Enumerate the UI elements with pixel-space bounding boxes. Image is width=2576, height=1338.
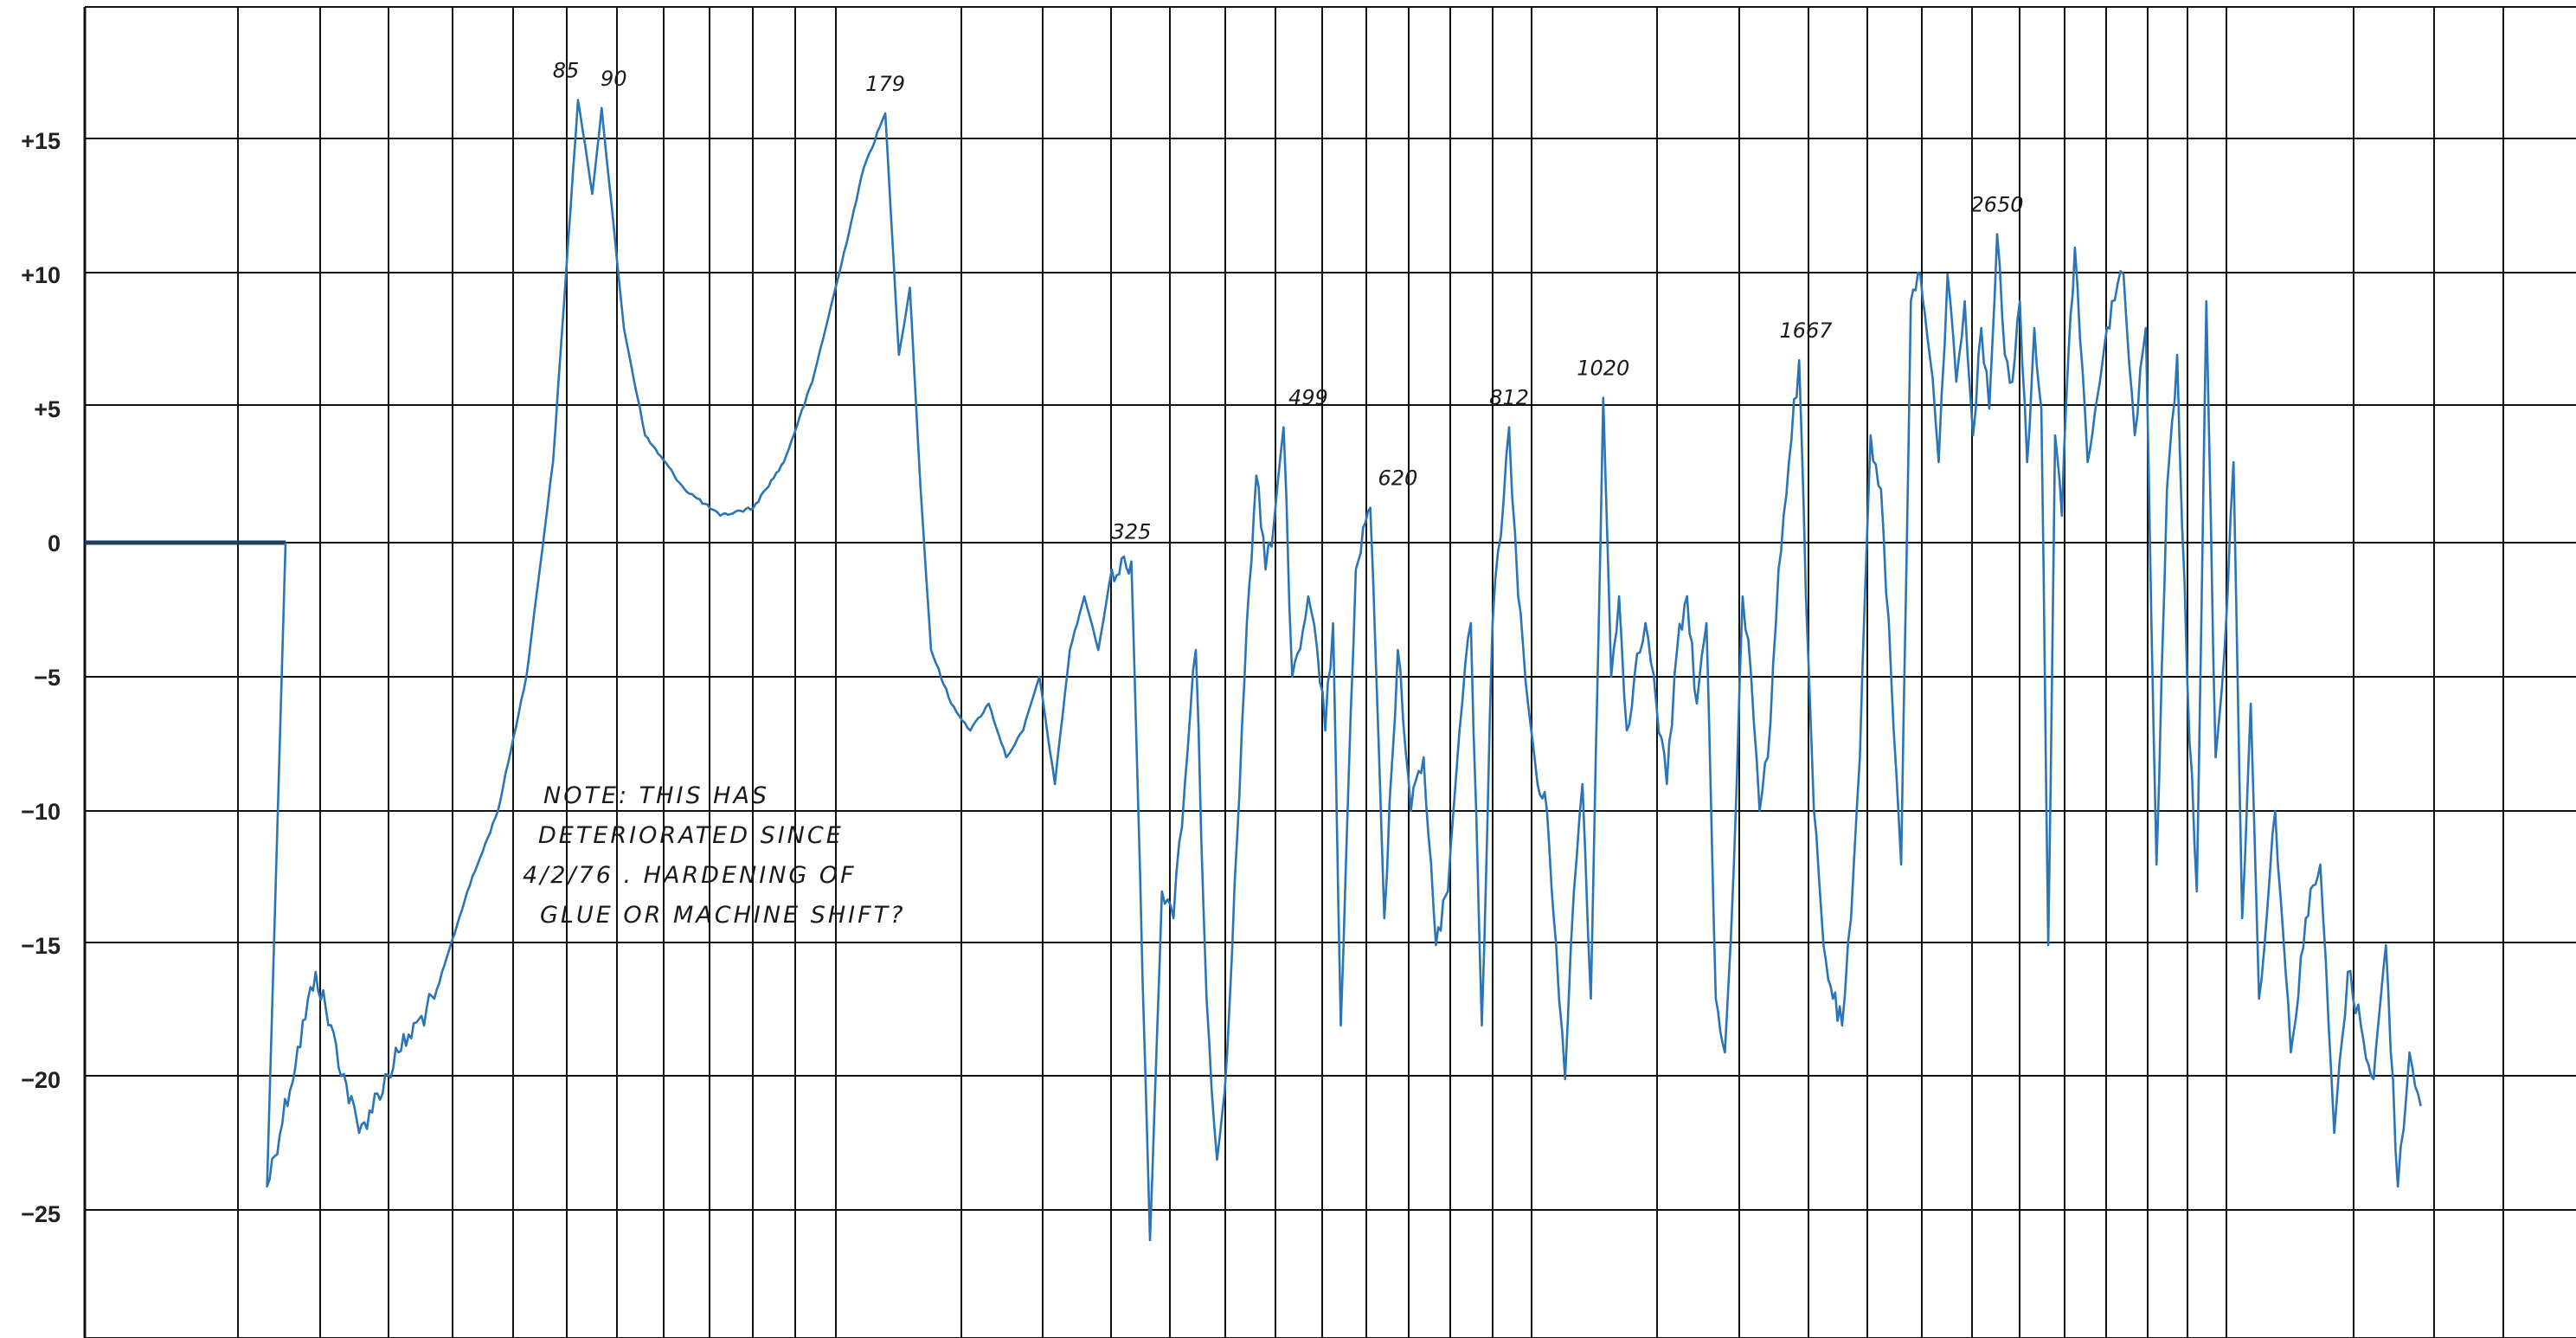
- note-line: NOTE: THIS HAS: [543, 782, 769, 809]
- peak-labels: 85 90 179 325 499 620 812 1020 1667 2650: [553, 59, 2024, 544]
- y-tick-label: −25: [21, 1201, 61, 1227]
- peak-label: 812: [1489, 386, 1529, 410]
- peak-label: 85: [553, 59, 580, 83]
- peak-label: 90: [601, 67, 627, 91]
- peak-label: 325: [1112, 520, 1152, 544]
- y-axis-tick-labels: +15 +10 +5 0 −5 −10 −15 −20 −25: [21, 128, 61, 1227]
- series-line: [266, 99, 2422, 1242]
- chart-grid: [83, 6, 2576, 1338]
- peak-label: 1020: [1577, 357, 1629, 381]
- peak-label: 179: [865, 72, 905, 96]
- y-tick-label: −5: [34, 665, 61, 691]
- peak-label: 620: [1378, 466, 1418, 491]
- y-tick-label: −15: [21, 933, 61, 959]
- note-line: GLUE OR MACHINE SHIFT?: [540, 902, 905, 929]
- handwritten-note: NOTE: THIS HAS DETERIORATED SINCE 4/2/76 .…: [523, 782, 905, 929]
- y-tick-label: +5: [34, 396, 61, 422]
- peak-label: 2650: [1970, 193, 2023, 217]
- y-tick-label: −20: [21, 1067, 61, 1093]
- y-tick-label: −10: [21, 799, 61, 825]
- y-tick-label: +15: [21, 128, 61, 154]
- y-tick-label: +10: [21, 262, 61, 288]
- response-trace: [266, 99, 2422, 1242]
- y-tick-label: 0: [48, 531, 61, 556]
- note-line: DETERIORATED SINCE: [538, 822, 844, 849]
- peak-label: 1667: [1779, 318, 1833, 343]
- peak-label: 499: [1288, 386, 1328, 410]
- note-line: 4/2/76 . HARDENING OF: [523, 862, 857, 889]
